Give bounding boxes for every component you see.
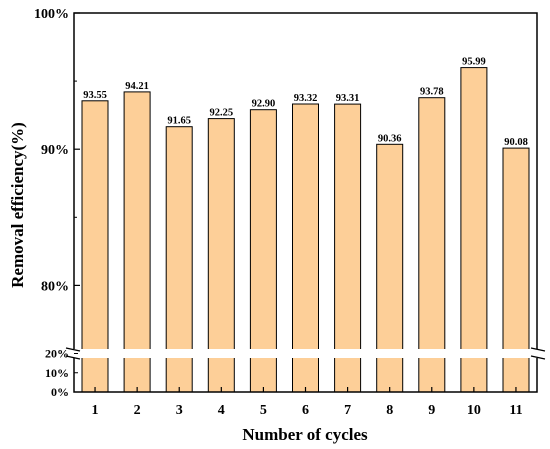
bar-value-label: 93.55 xyxy=(83,90,107,101)
bar-value-label: 93.31 xyxy=(336,93,360,104)
chart-marks: 93.55 94.21 91.65 92.25 92.90 93.32 93.31 90.36… xyxy=(81,57,530,393)
x-tick-label: 10 xyxy=(467,403,481,418)
bar xyxy=(207,118,235,393)
bar xyxy=(249,109,277,393)
x-tick-label: 11 xyxy=(509,403,522,418)
bar-value-label: 93.78 xyxy=(420,87,444,98)
y-tick-label: 10% xyxy=(45,366,69,380)
x-tick-label: 2 xyxy=(134,403,141,418)
x-tick-label: 6 xyxy=(302,403,309,418)
x-tick-label: 9 xyxy=(428,403,435,418)
x-tick-label: 5 xyxy=(260,403,267,418)
y-tick-label: 0% xyxy=(51,385,69,399)
bar xyxy=(81,100,109,393)
x-axis-title: Number of cycles xyxy=(242,425,368,444)
bar-value-label: 92.25 xyxy=(209,108,233,119)
bar-value-label: 94.21 xyxy=(125,81,149,92)
x-tick-label: 4 xyxy=(218,403,225,418)
y-axis-title: Removal efficiency(%) xyxy=(8,122,27,288)
bar-value-label: 90.36 xyxy=(378,133,402,144)
axis-ticks: 1 2 3 4 5 6 7 8 9 10 11 80% 90% 100% 0% 10% 20% xyxy=(34,7,523,418)
y-tick-label: 20% xyxy=(45,347,69,361)
bar xyxy=(165,126,193,393)
x-tick-label: 3 xyxy=(176,403,183,418)
bar-value-label: 91.65 xyxy=(167,116,191,127)
axis-break xyxy=(60,347,550,360)
y-tick-label: 100% xyxy=(34,7,69,22)
bar-value-label: 95.99 xyxy=(462,57,486,68)
bar-value-label: 90.08 xyxy=(504,137,528,148)
x-tick-label: 8 xyxy=(386,403,393,418)
bar xyxy=(460,67,488,393)
x-tick-label: 7 xyxy=(344,403,351,418)
bar-value-label: 93.32 xyxy=(294,93,318,104)
y-tick-label: 80% xyxy=(41,279,69,294)
bar xyxy=(418,97,446,393)
x-tick-label: 1 xyxy=(92,403,99,418)
bar-value-label: 92.90 xyxy=(252,99,276,110)
bar xyxy=(292,103,319,393)
y-tick-label: 90% xyxy=(41,143,69,158)
bar xyxy=(334,103,362,393)
bar xyxy=(123,91,151,393)
